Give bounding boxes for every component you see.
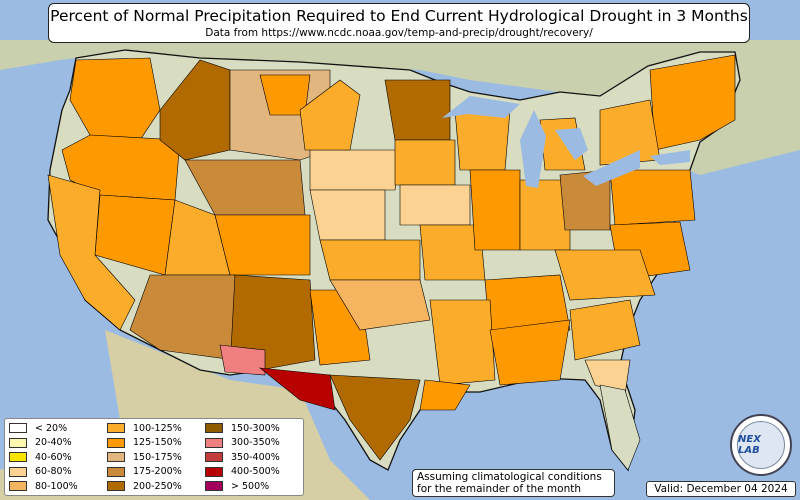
region-florida bbox=[599, 384, 641, 471]
region-iowa bbox=[399, 184, 471, 226]
region-gulf-coast bbox=[419, 379, 471, 411]
legend-item: 125-150% bbox=[107, 437, 201, 449]
legend-item: 20-40% bbox=[9, 437, 103, 449]
great-lake bbox=[650, 150, 690, 165]
great-lake bbox=[520, 110, 546, 188]
region-nebraska bbox=[309, 189, 386, 241]
map-title: Percent of Normal Precipitation Required… bbox=[50, 7, 748, 25]
legend: < 20% 20-40% 40-60% 60-80% 80-100% 100-125% 1… bbox=[4, 418, 304, 496]
lab-logo: NEX LAB bbox=[730, 414, 792, 476]
region-kansas bbox=[319, 239, 421, 281]
legend-swatch bbox=[107, 481, 125, 491]
legend-label: 175-200% bbox=[133, 466, 182, 477]
great-lake bbox=[583, 150, 640, 186]
region-illinois bbox=[469, 169, 521, 251]
region-dakotas bbox=[309, 149, 401, 191]
legend-item: 400-500% bbox=[205, 466, 299, 478]
legend-label: 125-150% bbox=[133, 437, 182, 448]
legend-label: 200-250% bbox=[133, 480, 182, 492]
map-subtitle: Data from https://www.ncdc.noaa.gov/temp… bbox=[205, 27, 593, 39]
legend-column-3: 150-300% 300-350% 350-400% 400-500% > 500% bbox=[205, 422, 299, 492]
legend-swatch bbox=[9, 481, 27, 491]
great-lake bbox=[442, 96, 520, 118]
legend-item: 300-350% bbox=[205, 437, 299, 449]
drought-regions bbox=[47, 49, 741, 472]
legend-label: 80-100% bbox=[35, 480, 78, 492]
legend-label: 40-60% bbox=[35, 451, 72, 463]
legend-swatch bbox=[9, 452, 27, 462]
region-central-texas bbox=[329, 374, 421, 461]
legend-item: < 20% bbox=[9, 422, 103, 434]
legend-label: 150-175% bbox=[133, 451, 182, 463]
legend-item: 150-175% bbox=[107, 451, 201, 463]
legend-swatch bbox=[205, 466, 223, 477]
legend-item: 150-300% bbox=[205, 422, 299, 434]
legend-label: 150-300% bbox=[231, 422, 280, 434]
legend-label: 60-80% bbox=[35, 466, 72, 477]
region-west-texas bbox=[259, 367, 336, 411]
legend-column-2: 100-125% 125-150% 150-175% 175-200% 200-250% bbox=[107, 422, 201, 492]
region-pennsylvania bbox=[609, 169, 696, 226]
region-minnesota-north bbox=[384, 79, 451, 141]
legend-item: 100-125% bbox=[107, 422, 201, 434]
legend-label: 400-500% bbox=[231, 466, 280, 477]
region-carolinas bbox=[554, 249, 656, 301]
legend-swatch bbox=[9, 466, 27, 477]
legend-item: 80-100% bbox=[9, 480, 103, 492]
legend-swatch bbox=[205, 452, 223, 462]
legend-item: > 500% bbox=[205, 480, 299, 492]
legend-label: 20-40% bbox=[35, 437, 72, 448]
region-arkansas-louisiana bbox=[429, 299, 496, 386]
region-colorado bbox=[214, 214, 311, 276]
legend-label: < 20% bbox=[35, 422, 68, 434]
region-mississippi-alabama bbox=[489, 319, 571, 386]
region-california bbox=[47, 174, 136, 331]
canada-land bbox=[0, 40, 800, 175]
legend-item: 350-400% bbox=[205, 451, 299, 463]
legend-label: 350-400% bbox=[231, 451, 280, 463]
legend-item: 200-250% bbox=[107, 480, 201, 492]
title-box: Percent of Normal Precipitation Required… bbox=[48, 3, 750, 43]
logo-globe-icon: NEX LAB bbox=[737, 421, 785, 469]
legend-swatch bbox=[205, 437, 223, 448]
legend-column-1: < 20% 20-40% 40-60% 60-80% 80-100% bbox=[9, 422, 103, 492]
legend-item: 60-80% bbox=[9, 466, 103, 478]
legend-swatch bbox=[205, 481, 223, 491]
legend-swatch bbox=[107, 452, 125, 462]
legend-item: 40-60% bbox=[9, 451, 103, 463]
region-oklahoma bbox=[329, 279, 431, 331]
legend-item: 175-200% bbox=[107, 466, 201, 478]
legend-label: 100-125% bbox=[133, 422, 182, 434]
legend-label: > 500% bbox=[231, 480, 270, 492]
valid-date: Valid: December 04 2024 bbox=[646, 481, 796, 497]
region-minnesota-south bbox=[394, 139, 456, 186]
logo-text: NEX LAB bbox=[738, 434, 761, 456]
legend-swatch bbox=[107, 437, 125, 448]
region-arizona bbox=[129, 274, 236, 361]
legend-swatch bbox=[205, 423, 223, 433]
legend-swatch bbox=[107, 423, 125, 433]
note-line-1: Assuming climatological conditions bbox=[417, 471, 602, 483]
region-georgia bbox=[569, 299, 641, 361]
legend-swatch bbox=[107, 466, 125, 477]
legend-label: 300-350% bbox=[231, 437, 280, 448]
great-lake bbox=[555, 128, 588, 160]
note-line-2: for the remainder of the month bbox=[417, 483, 582, 495]
region-wisconsin bbox=[454, 109, 511, 171]
legend-swatch bbox=[9, 437, 27, 448]
region-nm-hotspot bbox=[219, 344, 266, 376]
region-nd-west bbox=[299, 79, 361, 151]
assumption-note: Assuming climatological conditions for t… bbox=[412, 469, 615, 497]
legend-swatch bbox=[9, 423, 27, 433]
